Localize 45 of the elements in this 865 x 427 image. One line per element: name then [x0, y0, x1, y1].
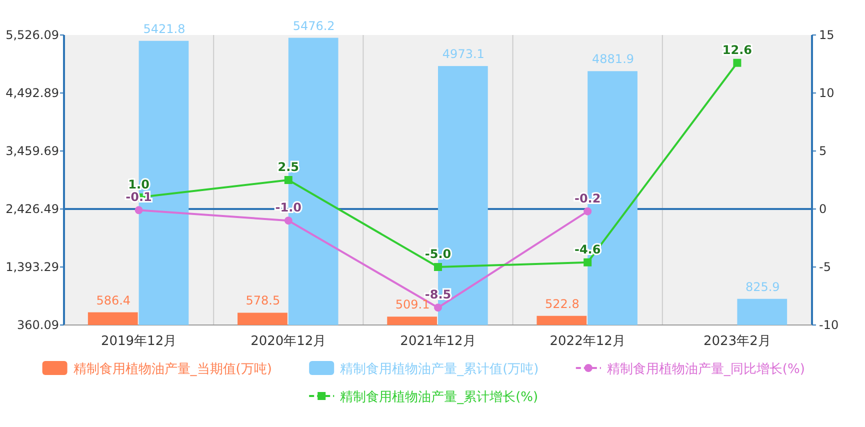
y-tick-label: 3,459.69 — [6, 144, 59, 158]
y-tick-label: 5,526.09 — [6, 28, 59, 42]
point — [434, 263, 442, 271]
y-tick-label: 360.09 — [17, 318, 59, 332]
data-label: 825.9 — [745, 280, 780, 294]
y2-tick-label: -5 — [819, 260, 831, 274]
y2-tick-label: 5 — [819, 144, 827, 158]
data-label: 12.6 — [722, 42, 752, 57]
y2-tick-label: -10 — [819, 318, 839, 332]
data-label: 1.0 — [128, 177, 150, 192]
point — [134, 206, 143, 214]
data-label: -1.0 — [275, 200, 302, 215]
data-label: -0.2 — [574, 191, 601, 206]
data-label: -5.0 — [424, 247, 452, 261]
x-tick-label: 2019年12月 — [100, 334, 177, 349]
data-label: -0.1 — [126, 190, 152, 204]
data-label: 586.4 — [96, 293, 131, 308]
y-tick-label: 4,492.89 — [6, 86, 59, 100]
x-tick-label: 2023年2月 — [704, 334, 771, 349]
legend-label: 精制食用植物油产量_累计增长(%) — [340, 390, 538, 405]
y-tick-label: 1,393.29 — [6, 260, 59, 274]
legend-label: 精制食用植物油产量_累计值(万吨) — [340, 362, 539, 377]
legend-label: 精制食用植物油产量_同比增长(%) — [606, 362, 805, 377]
data-label: 509.1 — [395, 298, 430, 312]
x-tick-label: 2022年12月 — [550, 334, 626, 349]
data-label: 578.5 — [246, 294, 280, 308]
x-tick-label: 2020年12月 — [250, 334, 326, 349]
x-tick-label: 2021年12月 — [400, 334, 476, 349]
legend-label: 精制食用植物油产量_当期值(万吨) — [73, 362, 272, 377]
y-tick-label: 2,426.49 — [6, 202, 59, 216]
point — [584, 207, 592, 216]
data-label: 4881.9 — [592, 52, 634, 66]
data-label: 522.8 — [544, 296, 580, 311]
point — [733, 58, 742, 67]
data-label: 5421.8 — [143, 22, 186, 36]
data-label: 5476.2 — [292, 18, 335, 33]
point — [434, 304, 442, 312]
y2-tick-label: 0 — [819, 202, 827, 216]
point — [284, 176, 292, 184]
point — [584, 258, 592, 266]
y2-tick-label: 10 — [819, 86, 834, 100]
data-label: 4973.1 — [442, 47, 484, 62]
point — [284, 216, 292, 225]
y2-tick-label: 15 — [819, 28, 834, 42]
data-label: 2.5 — [278, 160, 300, 174]
